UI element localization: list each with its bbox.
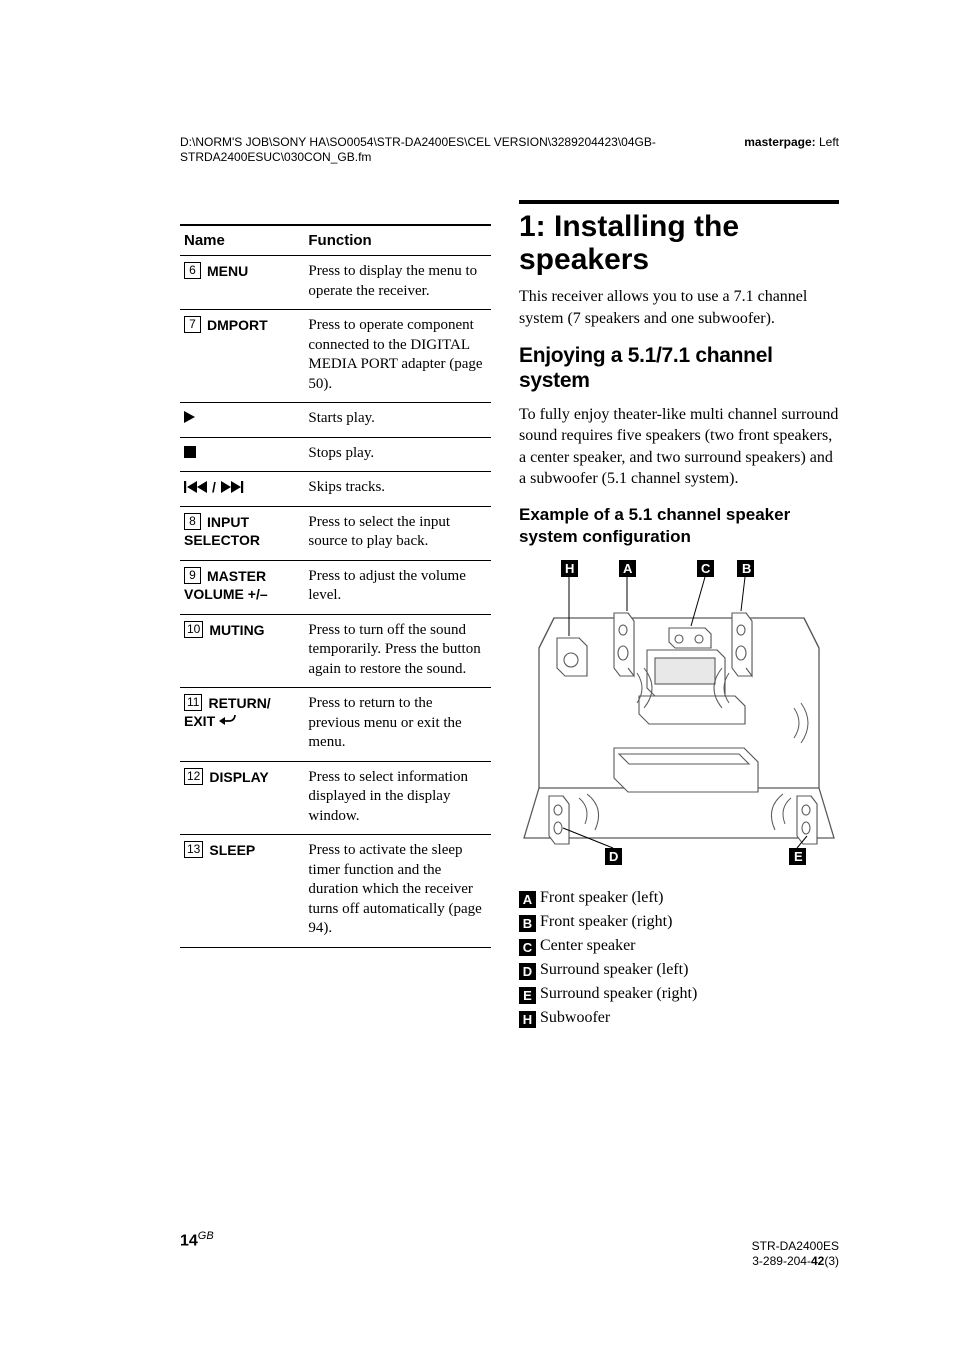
- svg-text:H: H: [565, 561, 574, 576]
- legend-item: CCenter speaker: [519, 934, 839, 958]
- table-row: 9MASTERVOLUME +/– Press to adjust the vo…: [180, 560, 491, 614]
- legend-key: D: [519, 963, 536, 980]
- legend-key: C: [519, 939, 536, 956]
- legend-text: Front speaker (left): [540, 889, 664, 906]
- row-func: Press to return to the previous menu or …: [304, 688, 491, 762]
- row-num: 10: [184, 621, 203, 638]
- masterpage-label: masterpage:: [744, 135, 815, 149]
- row-func: Stops play.: [304, 437, 491, 472]
- th-function: Function: [304, 225, 491, 256]
- svg-text:B: B: [742, 561, 751, 576]
- page-num-suffix: GB: [198, 1230, 214, 1242]
- page-num-value: 14: [180, 1232, 198, 1249]
- stop-icon: [184, 446, 196, 458]
- row-func: Skips tracks.: [304, 472, 491, 507]
- page-title: 1: Installing the speakers: [519, 210, 839, 276]
- legend-item: HSubwoofer: [519, 1006, 839, 1030]
- row-name: SLEEP: [209, 842, 255, 858]
- svg-text:E: E: [794, 849, 803, 864]
- legend-key: A: [519, 891, 536, 908]
- svg-text:C: C: [701, 561, 711, 576]
- legend-key: H: [519, 1011, 536, 1028]
- row-func: Press to adjust the volume level.: [304, 560, 491, 614]
- legend-item: ESurround speaker (right): [519, 982, 839, 1006]
- row-name: MUTING: [209, 622, 264, 638]
- row-func: Starts play.: [304, 403, 491, 438]
- svg-text:/: /: [212, 480, 216, 494]
- masterpage-value: Left: [819, 135, 839, 149]
- legend-item: AFront speaker (left): [519, 886, 839, 910]
- row-func: Press to turn off the sound temporarily.…: [304, 614, 491, 688]
- legend-item: DSurround speaker (left): [519, 958, 839, 982]
- th-name: Name: [180, 225, 304, 256]
- footer-model: STR-DA2400ES: [752, 1239, 839, 1255]
- row-name: DMPORT: [207, 317, 268, 333]
- table-row: 12 DISPLAY Press to select information di…: [180, 761, 491, 835]
- row-num: 11: [184, 694, 202, 711]
- row-num: 7: [184, 316, 201, 333]
- legend-key: E: [519, 987, 536, 1004]
- table-row: / Skips tracks.: [180, 472, 491, 507]
- legend-item: BFront speaker (right): [519, 910, 839, 934]
- row-func: Press to select the input source to play…: [304, 506, 491, 560]
- skip-icon: /: [184, 479, 250, 495]
- legend-text: Subwoofer: [540, 1009, 610, 1026]
- right-column: 1: Installing the speakers This receiver…: [519, 200, 839, 1250]
- table-row: 7 DMPORT Press to operate component conne…: [180, 310, 491, 403]
- masterpage: masterpage: Left: [744, 135, 839, 149]
- legend-text: Surround speaker (left): [540, 961, 688, 978]
- subsection-heading: Example of a 5.1 channel speaker system …: [519, 504, 839, 548]
- row-num: 9: [184, 567, 201, 584]
- speaker-diagram: H A C B: [519, 558, 839, 868]
- table-row: Starts play.: [180, 403, 491, 438]
- intro-text: This receiver allows you to use a 7.1 ch…: [519, 286, 839, 329]
- table-row: 13 SLEEP Press to activate the sleep time…: [180, 835, 491, 948]
- content: Name Function 6 MENU Press to display the…: [180, 200, 839, 1250]
- legend-text: Front speaker (right): [540, 913, 672, 930]
- body-text: To fully enjoy theater-like multi channe…: [519, 404, 839, 490]
- table-row: 10 MUTING Press to turn off the sound tem…: [180, 614, 491, 688]
- return-icon: [219, 713, 237, 729]
- row-num: 8: [184, 513, 201, 530]
- row-name: DISPLAY: [209, 769, 268, 785]
- left-column: Name Function 6 MENU Press to display the…: [180, 224, 491, 1250]
- row-num: 13: [184, 841, 203, 858]
- legend: AFront speaker (left) BFront speaker (ri…: [519, 886, 839, 1030]
- page-number: 14GB: [180, 1230, 214, 1250]
- table-row: 6 MENU Press to display the menu to opera…: [180, 256, 491, 310]
- svg-text:A: A: [623, 561, 633, 576]
- controls-table: Name Function 6 MENU Press to display the…: [180, 224, 491, 948]
- legend-text: Surround speaker (right): [540, 985, 697, 1002]
- row-num: 6: [184, 262, 201, 279]
- play-icon: [184, 411, 195, 423]
- row-num: 12: [184, 768, 203, 785]
- section-heading: Enjoying a 5.1/7.1 channel system: [519, 343, 839, 393]
- row-func: Press to select information displayed in…: [304, 761, 491, 835]
- file-path: D:\NORM'S JOB\SONY HA\SO0054\STR-DA2400E…: [180, 135, 660, 165]
- row-func: Press to activate the sleep timer functi…: [304, 835, 491, 948]
- legend-key: B: [519, 915, 536, 932]
- footer: STR-DA2400ES 3-289-204-42(3): [752, 1239, 839, 1270]
- title-block: 1: Installing the speakers: [519, 200, 839, 276]
- footer-doc: 3-289-204-42(3): [752, 1254, 839, 1270]
- table-row: 11RETURN/EXIT Press to return to the pre…: [180, 688, 491, 762]
- row-name: MENU: [207, 263, 248, 279]
- legend-text: Center speaker: [540, 937, 636, 954]
- row-func: Press to display the menu to operate the…: [304, 256, 491, 310]
- row-func: Press to operate component connected to …: [304, 310, 491, 403]
- table-row: 8INPUTSELECTOR Press to select the input…: [180, 506, 491, 560]
- table-row: Stops play.: [180, 437, 491, 472]
- svg-text:D: D: [609, 849, 618, 864]
